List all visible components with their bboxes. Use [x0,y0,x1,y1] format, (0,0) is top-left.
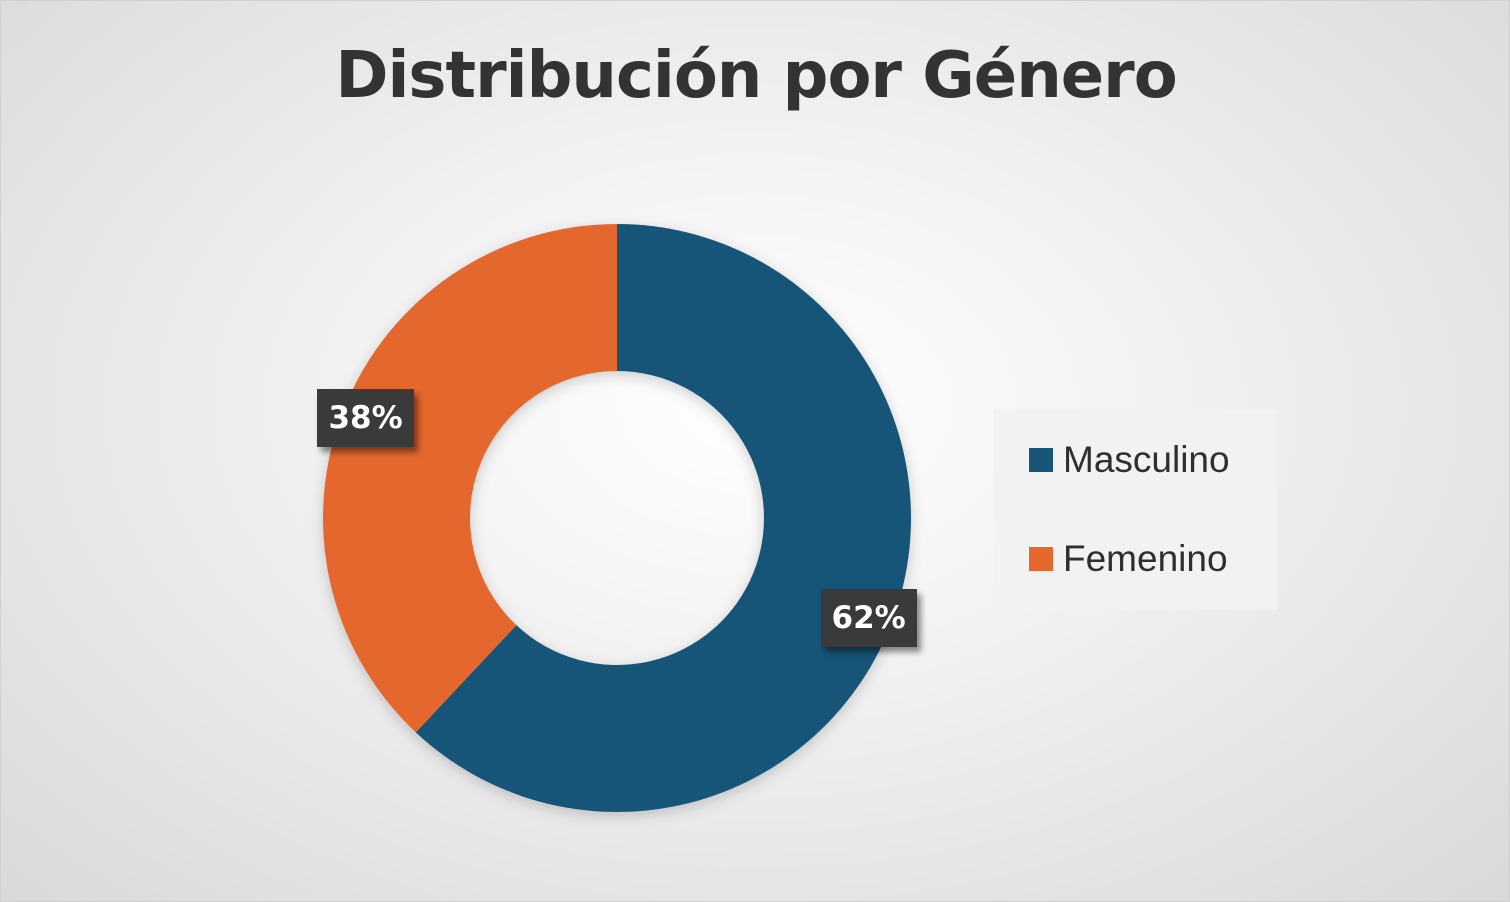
donut-slices [323,224,911,813]
legend-item-femenino: Femenino [1029,538,1228,579]
legend: Masculino Femenino [994,409,1277,610]
legend-swatch-masculino [1029,448,1053,472]
legend-item-masculino: Masculino [1029,439,1230,480]
chart-title: Distribución por Género [335,39,1177,113]
legend-label-masculino: Masculino [1063,439,1230,480]
legend-swatch-femenino [1029,547,1053,571]
data-label-masculino: 62% [820,588,917,647]
data-label-femenino: 38% [317,389,414,448]
donut-slice-masculino [415,224,911,813]
legend-label-femenino: Femenino [1063,538,1228,579]
donut-slice-femenino [323,224,617,733]
